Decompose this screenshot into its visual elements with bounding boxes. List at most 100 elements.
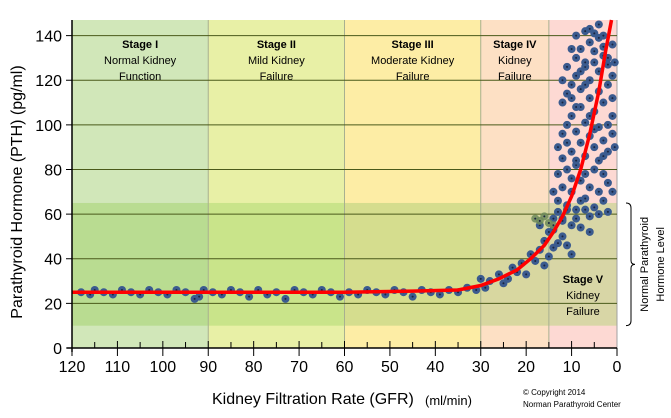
data-point-center xyxy=(570,150,573,153)
data-point-center xyxy=(556,210,559,213)
data-point-center xyxy=(584,30,587,33)
data-point-center xyxy=(584,197,587,200)
stage-description: Function xyxy=(119,71,161,83)
data-point-center xyxy=(556,199,559,202)
x-tick-label: 80 xyxy=(245,359,263,376)
data-point-center xyxy=(611,132,614,135)
stage-description: Failure xyxy=(566,306,600,318)
x-tick-label: 50 xyxy=(381,359,399,376)
trend-curve-group xyxy=(72,19,614,294)
data-point-center xyxy=(507,277,509,280)
data-point-center xyxy=(606,150,609,153)
data-point-center xyxy=(570,83,573,86)
data-point-center xyxy=(575,130,578,133)
copyright-line-2: Norman Parathyroid Center xyxy=(523,400,621,409)
data-point-center xyxy=(588,215,591,218)
data-point-center xyxy=(593,168,596,171)
data-point-center xyxy=(579,48,582,51)
trend-curve xyxy=(72,19,614,294)
data-point-center xyxy=(606,63,609,66)
stage-title: Stage V xyxy=(563,274,604,286)
data-point-center xyxy=(611,43,614,46)
data-point-center xyxy=(606,83,609,86)
data-point-center xyxy=(579,88,582,91)
data-point-center xyxy=(606,210,609,213)
data-point-center xyxy=(570,177,573,180)
y-tick-label: 20 xyxy=(44,296,62,313)
data-point-center xyxy=(511,266,514,269)
data-point-center xyxy=(561,157,564,160)
data-point-center xyxy=(529,253,532,256)
x-tick-label: 70 xyxy=(290,359,308,376)
data-point-center xyxy=(584,208,587,211)
data-point-center xyxy=(588,114,591,117)
data-point-center xyxy=(556,146,559,149)
stage-title: Stage I xyxy=(122,39,158,51)
data-point-center xyxy=(566,123,569,126)
stage-description: Failure xyxy=(260,71,294,83)
data-point-center xyxy=(611,74,614,77)
normal-range-label: Normal Parathyroid xyxy=(639,217,651,312)
data-point-center xyxy=(579,226,582,229)
stage-description: Mild Kidney xyxy=(248,55,305,67)
data-point-center xyxy=(588,27,591,30)
data-point-center xyxy=(570,114,573,117)
data-point-center xyxy=(588,41,591,44)
data-point-center xyxy=(575,74,578,77)
data-point-center xyxy=(338,295,341,298)
data-point-center xyxy=(606,56,609,59)
data-point-center xyxy=(543,239,546,242)
bracket-shape xyxy=(625,202,636,327)
data-point-center xyxy=(597,213,600,216)
data-point-center xyxy=(579,70,582,73)
y-tick-label: 140 xyxy=(35,29,62,46)
data-point-center xyxy=(593,128,596,131)
data-point-center xyxy=(566,168,569,171)
data-point-center xyxy=(566,244,569,247)
data-point-center xyxy=(384,293,387,296)
stage-description: Failure xyxy=(396,71,430,83)
y-tick-label: 60 xyxy=(44,207,62,224)
data-point-center xyxy=(552,217,555,220)
stage-bands xyxy=(72,20,618,348)
stage-description: Kidney xyxy=(498,55,532,67)
data-point-center xyxy=(588,97,591,100)
data-point-center xyxy=(611,190,614,193)
stage-labels: Stage I Normal Kidney Function Stage II Mild… xyxy=(104,39,604,318)
data-point-center xyxy=(579,179,582,182)
data-point-center xyxy=(579,199,582,202)
data-point-center xyxy=(579,141,582,144)
data-point-center xyxy=(484,286,487,289)
data-point-center xyxy=(588,186,591,189)
data-point-center xyxy=(570,48,573,51)
data-point-center xyxy=(502,282,505,285)
x-tick-label: 30 xyxy=(472,359,490,376)
data-point-center xyxy=(593,61,596,64)
data-point-center xyxy=(584,121,587,124)
data-point-center xyxy=(525,273,528,276)
data-point-center xyxy=(552,246,555,249)
data-point-center xyxy=(597,70,600,73)
data-point-center xyxy=(593,32,596,35)
data-point-center xyxy=(543,264,546,267)
normal-range-label: Hormone Level xyxy=(655,227,667,302)
stage-description: Failure xyxy=(498,71,532,83)
data-point-center xyxy=(584,83,587,86)
data-point-center xyxy=(561,79,564,82)
x-tick-label: 10 xyxy=(563,359,581,376)
data-point-center xyxy=(497,273,500,276)
x-tick-label: 60 xyxy=(336,359,354,376)
data-point-center xyxy=(611,114,614,117)
data-point-center xyxy=(479,277,482,280)
data-point-center xyxy=(593,50,596,53)
data-point-center xyxy=(556,172,559,175)
data-point-center xyxy=(547,222,550,225)
data-point-center xyxy=(613,146,616,149)
y-tick-label: 120 xyxy=(35,73,62,90)
data-point-center xyxy=(602,199,605,202)
data-point-center xyxy=(198,295,201,298)
data-point-center xyxy=(534,217,537,220)
normal-range-band-3 xyxy=(344,202,481,326)
